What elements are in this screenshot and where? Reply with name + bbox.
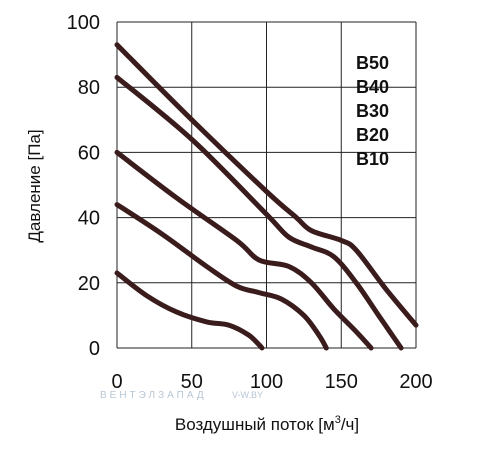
series-line-b20 <box>114 202 329 351</box>
legend: B50 B40 B30 B20 B10 <box>356 53 389 169</box>
x-axis-title: Воздушный поток [м3/ч] <box>175 414 359 434</box>
x-tick-label-50: 50 <box>181 371 203 393</box>
y-tick-label-60: 60 <box>78 142 100 164</box>
y-tick-label-40: 40 <box>78 208 100 230</box>
watermark-site: V-W.BY <box>232 390 263 400</box>
watermark-brand: ВЕНТЭЛЗАПАД <box>100 390 207 401</box>
series-line-b50 <box>114 42 419 328</box>
x-axis-title-main: Воздушный поток [м <box>175 415 335 434</box>
y-tick-label-20: 20 <box>78 273 100 295</box>
y-tick-label-80: 80 <box>78 77 100 99</box>
series-line-b40 <box>114 74 404 351</box>
tick-labels: 0 50 100 150 200 0 20 40 60 80 100 <box>67 12 433 393</box>
x-axis-title-tail: /ч] <box>341 415 359 434</box>
y-axis-title: Давление [Па] <box>25 129 44 242</box>
y-tick-label-0: 0 <box>89 338 100 360</box>
series-lines <box>114 42 419 351</box>
x-tick-label-0: 0 <box>111 371 122 393</box>
x-tick-label-150: 150 <box>325 371 358 393</box>
legend-entry-b40: B40 <box>356 77 389 97</box>
y-tick-label-100: 100 <box>67 12 100 34</box>
legend-entry-b10: B10 <box>356 149 389 169</box>
grid <box>116 21 417 349</box>
x-tick-label-200: 200 <box>399 371 432 393</box>
x-tick-label-100: 100 <box>250 371 283 393</box>
series-line-b30 <box>114 149 374 351</box>
x-axis-title-sup: 3 <box>335 414 341 426</box>
legend-entry-b30: B30 <box>356 101 389 121</box>
series-line-b10 <box>114 270 265 351</box>
legend-entry-b20: B20 <box>356 125 389 145</box>
legend-entry-b50: B50 <box>356 53 389 73</box>
